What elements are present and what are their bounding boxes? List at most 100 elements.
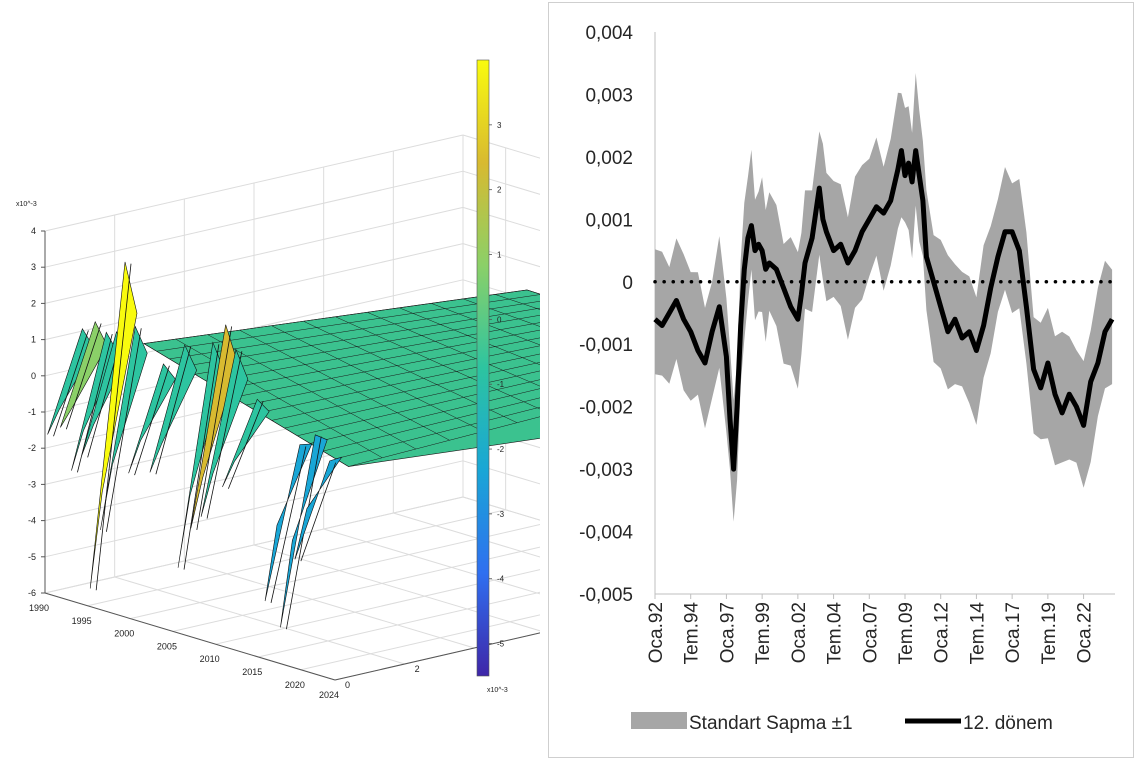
surface-chart-panel: 4 3 2 1 0 -1 -2 -3 -4 -5 -6 x10^-3 1990 1995 2000 2005 2… xyxy=(0,0,773,760)
line-x-tick-label: Oca.17 xyxy=(1003,602,1024,663)
surface-floor-gridline xyxy=(44,496,464,594)
line-x-tick-label: Oca.22 xyxy=(1075,602,1096,663)
surface-mesh-line xyxy=(239,329,450,441)
surface-colorbar: 3 2 1 0 -1 -2 -3 -4 -5 x10^-3 xyxy=(476,59,508,694)
surface-x-tick-label: 2015 xyxy=(242,667,262,677)
line-y-tick-label: -0,003 xyxy=(579,460,633,481)
surface-ridge xyxy=(264,443,313,602)
surface-x-axis xyxy=(44,592,336,681)
surface-z-tick-label: 4 xyxy=(31,226,36,236)
surface-y-tick-label: 2 xyxy=(415,664,420,674)
surface-z-tick-label: 2 xyxy=(31,298,36,308)
surface-ridge-edge xyxy=(196,326,233,531)
surface-ridge-edge xyxy=(155,346,192,475)
surface-x-tick-label: 2010 xyxy=(200,654,220,664)
legend-label-band: Standart Sapma ±1 xyxy=(689,713,853,734)
line-x-tick-label: Oca.02 xyxy=(789,602,810,663)
surface-floor-gridline xyxy=(300,573,719,671)
surface-x-tick-label: 2000 xyxy=(114,629,134,639)
line-x-ticks: Oca.92 Tem.94 Oca.97 Tem.99 Oca.02 Tem.04 Oca.… xyxy=(646,594,1096,664)
line-y-tick-label: 0,004 xyxy=(585,23,633,44)
line-y-tick-label: 0,001 xyxy=(585,210,633,231)
surface-ridge xyxy=(222,398,270,488)
surface-z-tick-label: -6 xyxy=(28,588,36,598)
surface-ridge xyxy=(294,456,343,560)
line-y-tick-label: -0,004 xyxy=(579,523,633,544)
surface-z-tick-label: -2 xyxy=(28,443,36,453)
line-x-tick-label: Tem.09 xyxy=(896,602,917,664)
line-x-tick-label: Tem.04 xyxy=(825,602,846,665)
surface-ridge-edge xyxy=(228,400,264,489)
colorbar-exponent: x10^-3 xyxy=(487,687,508,694)
line-x-tick-label: Tem.19 xyxy=(1039,602,1060,664)
surface-z-tick-label: 1 xyxy=(31,335,36,345)
surface-mesh-line xyxy=(207,334,417,450)
surface-ridge xyxy=(100,325,148,531)
colorbar-tick-label: 0 xyxy=(497,315,502,324)
surface-ridges xyxy=(47,261,343,630)
line-y-tick-label: -0,002 xyxy=(579,398,633,419)
line-y-tick-label: -0,005 xyxy=(579,585,633,606)
surface-ridge xyxy=(60,320,108,428)
surface-ridge-edge xyxy=(300,462,337,562)
colorbar-tick-label: 2 xyxy=(497,186,502,195)
surface-backwall-gridline xyxy=(462,206,754,295)
line-x-tick-label: Tem.14 xyxy=(967,602,988,665)
line-x-tick-label: Tem.94 xyxy=(682,602,703,665)
line-x-tick-label: Oca.12 xyxy=(932,602,953,663)
line-y-tick-label: 0 xyxy=(622,273,633,294)
surface-backwall-gridline xyxy=(462,460,754,549)
surface-mesh-line xyxy=(271,325,484,432)
surface-x-tick-label: 1995 xyxy=(72,616,92,626)
colorbar-tick-label: -4 xyxy=(497,575,505,584)
line-x-tick-label: Tem.99 xyxy=(753,602,774,664)
surface-y-tick-label: 0 xyxy=(345,680,350,690)
surface-ridge-edge xyxy=(206,351,243,519)
surface-tick-labels: 43210-1-2-3-4-5-6x10^-319901995200020052… xyxy=(16,201,773,700)
surface-z-tick-label: 3 xyxy=(31,262,36,272)
colorbar-tick-label: 1 xyxy=(497,251,502,260)
surface-x-tick-label: 1990 xyxy=(29,603,49,613)
surface-ridge-edge xyxy=(106,328,142,532)
surface-z-tick-label: -5 xyxy=(28,552,36,562)
legend-label-line: 12. dönem xyxy=(963,713,1053,734)
colorbar-tick-label: -1 xyxy=(497,380,505,389)
surface-floor-gridline xyxy=(114,576,405,665)
line-x-tick-label: Oca.92 xyxy=(646,602,667,663)
std-band xyxy=(655,73,1113,522)
surface-ridge-edge xyxy=(65,323,102,430)
surface-ridge-edge xyxy=(53,330,89,437)
surface-ridge-edge xyxy=(134,365,170,476)
surface-ridge-edge xyxy=(270,446,307,603)
surface-backwall-gridline xyxy=(462,134,754,223)
colorbar-tick-label: -5 xyxy=(497,640,505,649)
line-chart-panel: 0,004 0,003 0,002 0,001 0 -0,001 -0,002 -0,003 -… xyxy=(548,2,1134,758)
line-y-tick-label: 0,002 xyxy=(585,148,633,169)
line-y-ticks: 0,004 0,003 0,002 0,001 0 -0,001 -0,002 -0,003 -… xyxy=(579,23,633,606)
colorbar-tick-label: 3 xyxy=(497,121,502,130)
surface-ridge xyxy=(280,434,328,628)
surface-x-tick-label: 2020 xyxy=(285,680,305,690)
surface-z-tick-label: 0 xyxy=(31,371,36,381)
surface-ridge-edge xyxy=(183,344,220,570)
surface-floor-gridline xyxy=(184,560,475,649)
line-x-tick-label: Oca.07 xyxy=(860,602,881,663)
surface-mesh-line xyxy=(335,316,551,415)
surface-z-tick-label: -4 xyxy=(28,516,36,526)
line-y-tick-label: -0,001 xyxy=(579,335,633,356)
line-y-tick-label: 0,003 xyxy=(585,85,633,106)
surface-x-tick-label: 2005 xyxy=(157,641,177,651)
surface-z-exponent: x10^-3 xyxy=(16,201,37,208)
colorbar-rect xyxy=(476,59,490,677)
surface-floor-gridline xyxy=(172,534,592,632)
line-x-tick-label: Oca.97 xyxy=(717,602,738,663)
surface-x-tick-label: 2024 xyxy=(319,690,339,700)
surface-ridge xyxy=(128,363,176,474)
surface-floor-gridline xyxy=(87,509,506,607)
surface-floor-gridline xyxy=(323,528,614,617)
surface-ridge-edge xyxy=(95,263,132,591)
surface-z-tick-label: -1 xyxy=(28,407,36,417)
series-line-12-donem xyxy=(653,148,1115,472)
surface-chart: 43210-1-2-3-4-5-6x10^-319901995200020052… xyxy=(16,59,773,700)
surface-floor-gridline xyxy=(253,544,545,633)
